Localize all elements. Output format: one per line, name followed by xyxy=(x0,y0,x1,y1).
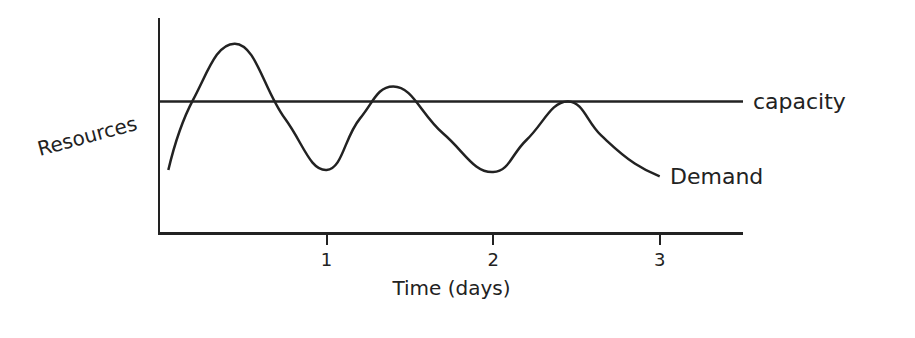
svg-text:Time (days): Time (days) xyxy=(391,276,510,300)
svg-text:Demand: Demand xyxy=(670,164,763,189)
svg-text:2: 2 xyxy=(487,249,498,270)
svg-text:3: 3 xyxy=(654,249,665,270)
svg-text:capacity: capacity xyxy=(753,89,846,114)
svg-text:1: 1 xyxy=(321,249,332,270)
svg-text:Resources: Resources xyxy=(35,111,140,161)
